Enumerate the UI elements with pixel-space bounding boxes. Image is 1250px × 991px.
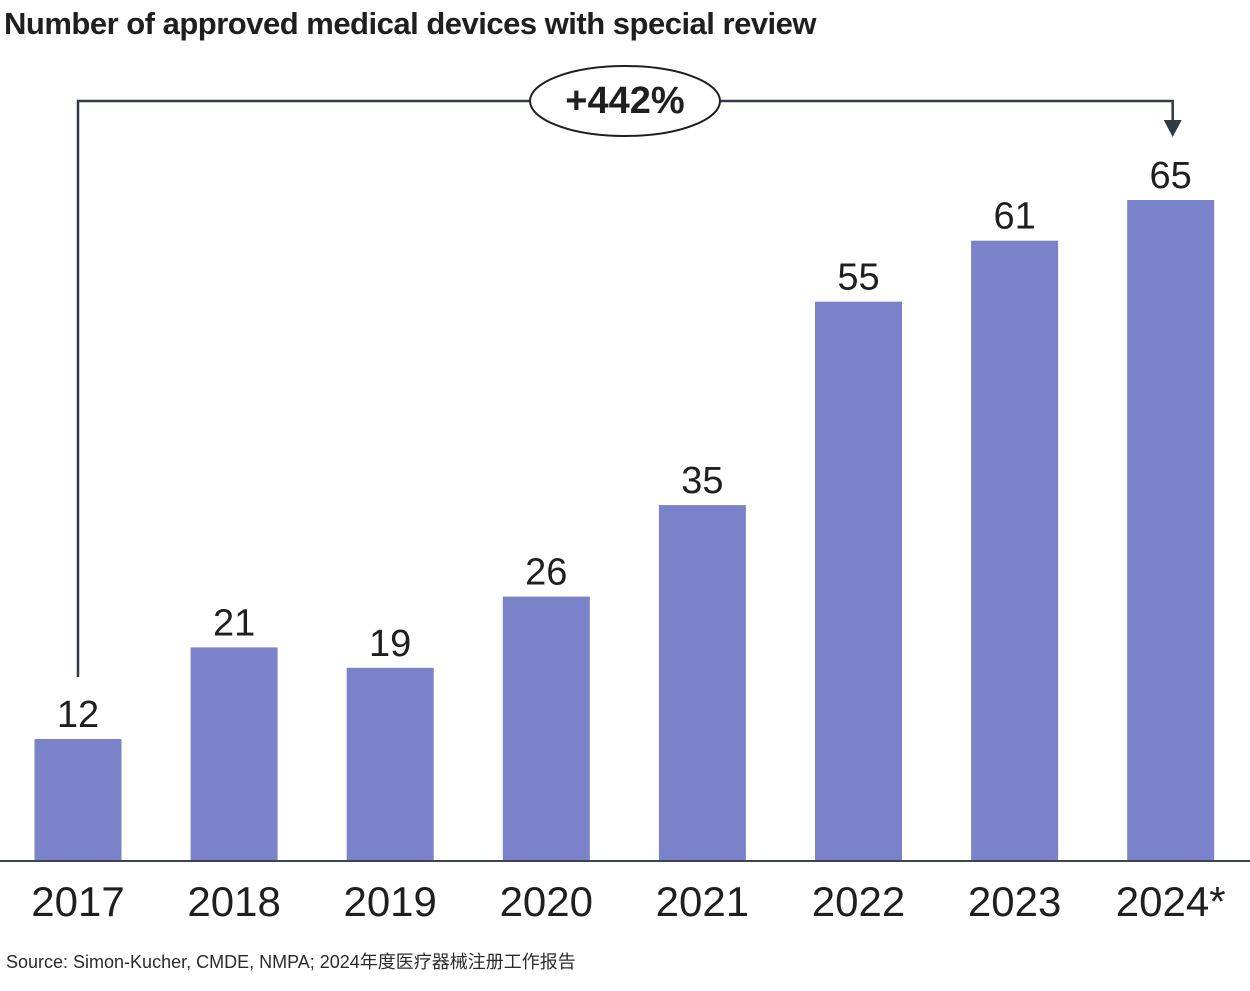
category-label-2017: 2017 (31, 878, 124, 925)
growth-arrowhead (1163, 120, 1182, 137)
source-note: Source: Simon-Kucher, CMDE, NMPA; 2024年度… (6, 952, 576, 972)
value-label-2021: 35 (681, 460, 723, 502)
category-label-2023: 2023 (968, 878, 1061, 925)
category-label-2022: 2022 (812, 878, 905, 925)
bar-2024 (1127, 200, 1215, 861)
bar-2019 (346, 667, 434, 861)
category-labels-group: 2017 2018 2019 2020 2021 2022 2023 2024* (31, 878, 1225, 925)
growth-badge (529, 65, 721, 137)
bar-2022 (815, 301, 902, 861)
growth-annotation: +442% (76, 65, 1182, 677)
bar-2021 (658, 505, 746, 861)
value-label-2018: 21 (213, 602, 255, 644)
value-label-2024: 65 (1150, 155, 1192, 197)
category-label-2021: 2021 (656, 878, 749, 925)
category-label-2020: 2020 (500, 878, 593, 925)
value-label-2023: 61 (993, 196, 1035, 238)
bar-2017 (34, 739, 122, 861)
bar-chart: 12 21 19 26 35 55 61 65 2017 2018 2019 2020 2021 202… (0, 65, 1250, 925)
bar-2020 (502, 596, 590, 861)
value-labels-group: 12 21 19 26 35 55 61 65 (57, 155, 1192, 736)
category-label-2024: 2024* (1116, 878, 1226, 925)
bar-2023 (971, 240, 1059, 861)
bar-2018 (190, 647, 278, 861)
value-label-2017: 12 (57, 694, 99, 736)
bars-group (34, 200, 1215, 861)
growth-badge-text: +442% (565, 80, 684, 122)
value-label-2022: 55 (837, 257, 879, 299)
category-label-2019: 2019 (343, 878, 436, 925)
value-label-2019: 19 (369, 623, 411, 665)
category-label-2018: 2018 (187, 878, 280, 925)
chart-title: Number of approved medical devices with … (4, 6, 817, 41)
value-label-2020: 26 (525, 552, 567, 594)
